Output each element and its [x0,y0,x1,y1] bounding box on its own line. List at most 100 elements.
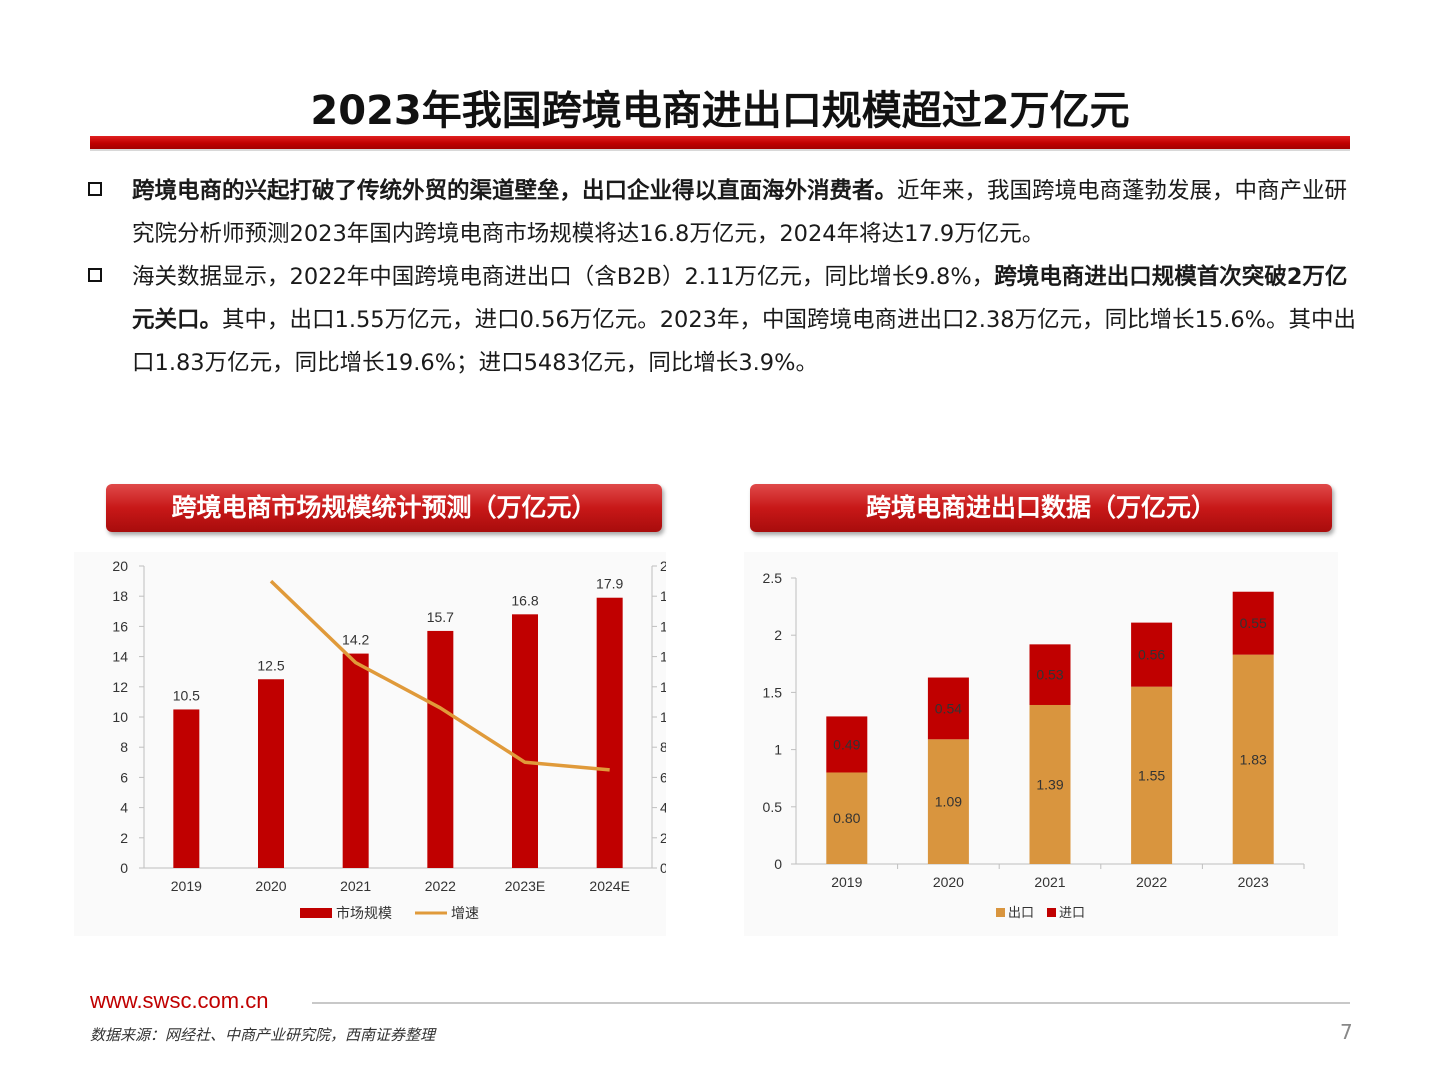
y2-tick-label: 6% [660,769,666,785]
footer-divider [312,1002,1350,1004]
bar-data-label: 12.5 [257,657,284,673]
square-bullet-icon [88,182,102,196]
export-data-label: 1.09 [935,794,962,810]
market-size-bar [342,653,369,868]
market-size-bar [258,679,284,868]
legend-swatch-import [1047,908,1056,917]
data-source-note: 数据来源：网经社、中商产业研究院，西南证券整理 [90,1026,436,1044]
y-tick-label: 1.5 [763,684,783,700]
x-tick-label: 2019 [171,878,202,894]
x-tick-label: 2023E [505,878,545,894]
import-bar-segment [927,677,969,740]
x-tick-label: 2021 [340,878,371,894]
bar-data-label: 16.8 [511,592,538,608]
y2-tick-label: 12% [660,679,666,695]
y-tick-label: 0.5 [763,799,783,815]
import-data-label: 0.56 [1138,647,1165,663]
legend-label-market-size: 市场规模 [336,905,392,921]
left-chart-panel: 0 2 4 6 8 10 12 14 16 18 20 0% 2% 4% 6% 8% 10% 12% 14% 16% 1… [74,552,688,936]
export-bar-segment [1131,686,1173,864]
import-data-label: 0.53 [1036,667,1063,683]
y2-tick-label: 2% [660,830,666,846]
y-tick-label: 10 [112,709,128,725]
market-size-chart: 0 2 4 6 8 10 12 14 16 18 20 0% 2% 4% 6% 8% 10% 12% 14% 16% 1… [112,558,688,921]
import-data-label: 0.55 [1240,615,1267,631]
import-bar-segment [1029,644,1071,705]
export-bar-segment [826,772,868,864]
import-bar-segment [1131,622,1173,687]
x-tick-label: 2020 [933,874,964,890]
bullet-item-1: 跨境电商的兴起打破了传统外贸的渠道壁垒，出口企业得以直面海外消费者。近年来，我国… [88,170,1358,256]
legend-label-export: 出口 [1008,905,1034,920]
bullet-item-2: 海关数据显示，2022年中国跨境电商进出口（含B2B）2.11万亿元，同比增长9… [88,256,1358,385]
y-tick-label: 20 [112,558,128,574]
y2-tick-label: 16% [660,618,666,634]
export-bar-segment [1232,654,1274,864]
bullet-2-bold: 跨境电商进出口规模首次突破2万亿元关口。 [132,264,1348,333]
bullet-1-text: 近年来，我国跨境电商蓬勃发展，中商产业研究院分析师预测2023年国内跨境电商市场… [132,178,1348,247]
legend-swatch-market-size [300,908,332,918]
page-number: 7 [1340,1020,1353,1044]
bullet-list: 跨境电商的兴起打破了传统外贸的渠道壁垒，出口企业得以直面海外消费者。近年来，我国… [88,170,1358,385]
y-tick-label: 2 [774,627,782,643]
market-size-bar [173,709,200,868]
y-tick-label: 6 [120,769,128,785]
export-data-label: 1.39 [1036,776,1063,792]
y-tick-label: 2.5 [763,570,783,586]
y2-tick-label: 8% [660,739,666,755]
bullet-2-tail: 其中，出口1.55万亿元，进口0.56万亿元。2023年，中国跨境电商进出口2.… [132,307,1357,376]
market-size-bar [512,614,538,868]
export-bar-segment [1029,704,1071,864]
y-tick-label: 1 [774,742,782,758]
y-tick-label: 18 [112,588,128,604]
y2-tick-label: 0% [660,860,666,876]
y2-tick-label: 20% [660,558,666,574]
bullet-2-lead: 海关数据显示，2022年中国跨境电商进出口（含B2B）2.11万亿元，同比增长9… [132,264,995,290]
y-tick-label: 12 [112,679,128,695]
y2-tick-label: 10% [660,709,666,725]
bar-data-label: 10.5 [173,687,200,703]
x-tick-label: 2023 [1238,874,1269,890]
export-data-label: 1.55 [1138,767,1165,783]
import-export-chart: 0 0.5 1 1.5 2 2.5 2019 0.80 0.49 2020 1.09 0.54 2021… [763,570,1305,920]
square-bullet-icon [88,268,102,282]
import-bar-segment [826,716,868,773]
y-tick-label: 4 [120,800,128,816]
y2-tick-label: 4% [660,800,666,816]
import-data-label: 0.54 [935,700,962,716]
y-tick-label: 16 [112,618,128,634]
x-tick-label: 2019 [831,874,862,890]
bullet-1-bold: 跨境电商的兴起打破了传统外贸的渠道壁垒，出口企业得以直面海外消费者。 [132,178,898,204]
y-tick-label: 0 [774,856,782,872]
market-size-bar [427,630,454,868]
right-chart-panel: 0 0.5 1 1.5 2 2.5 2019 0.80 0.49 2020 1.09 0.54 2021… [744,552,1338,936]
import-bar-segment [1232,591,1274,655]
y-tick-label: 2 [120,830,128,846]
export-data-label: 0.80 [833,810,860,826]
x-tick-label: 2022 [425,878,456,894]
y2-tick-label: 18% [660,588,666,604]
left-chart-banner: 跨境电商市场规模统计预测（万亿元） [106,484,662,532]
growth-rate-line [269,579,610,772]
y-tick-label: 14 [112,649,128,665]
bar-data-label: 15.7 [427,609,454,625]
x-tick-label: 2020 [255,878,286,894]
right-chart-banner: 跨境电商进出口数据（万亿元） [750,484,1332,532]
y2-tick-label: 14% [660,649,666,665]
export-data-label: 1.83 [1240,751,1267,767]
market-size-bar [596,597,623,868]
title-underline-bar [90,136,1350,151]
legend-label-growth: 增速 [451,905,479,921]
legend-label-import: 进口 [1059,905,1085,920]
bar-data-label: 17.9 [596,576,623,592]
x-tick-label: 2024E [589,878,629,894]
y-tick-label: 8 [120,739,128,755]
bar-data-label: 14.2 [342,632,369,648]
footer-url: www.swsc.com.cn [90,988,269,1013]
legend-swatch-export [996,908,1005,917]
import-data-label: 0.49 [833,736,860,752]
page-title: 2023年我国跨境电商进出口规模超过2万亿元 [310,88,1130,134]
y-tick-label: 0 [120,860,128,876]
export-bar-segment [927,739,969,864]
x-tick-label: 2021 [1034,874,1065,890]
